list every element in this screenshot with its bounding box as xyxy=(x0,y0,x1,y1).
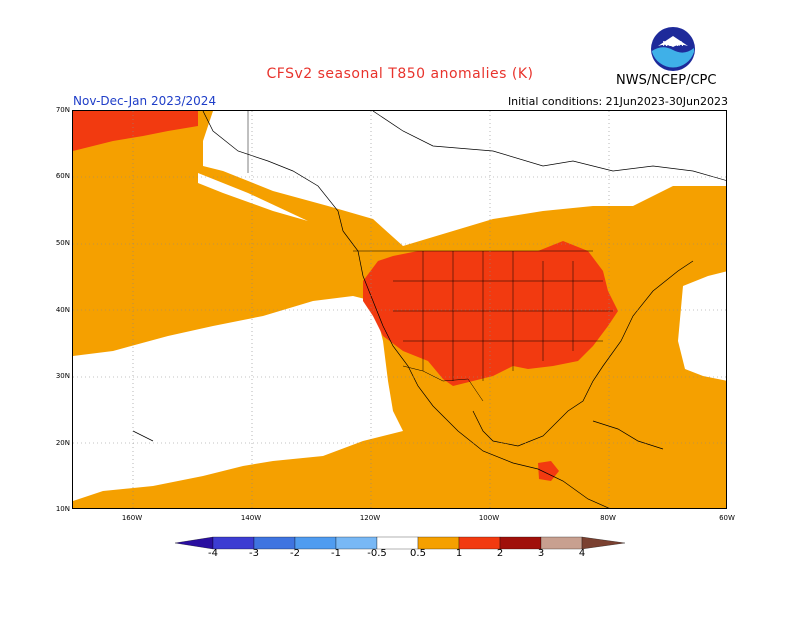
graticule xyxy=(73,111,726,508)
neutral-region-pacific xyxy=(73,296,403,501)
lat-label-40n: 40N xyxy=(55,306,70,314)
colorbar-label-m1: -1 xyxy=(331,548,341,559)
lat-label-10n: 10N xyxy=(55,505,70,513)
colorbar-label-m4: -4 xyxy=(208,548,218,559)
lat-label-30n: 30N xyxy=(55,372,70,380)
anomaly-region-1-2 xyxy=(363,241,618,386)
lon-label-140w: 140W xyxy=(240,514,262,522)
map-panel xyxy=(72,110,727,509)
lon-label-120w: 120W xyxy=(359,514,381,522)
forecast-period: Nov-Dec-Jan 2023/2024 xyxy=(73,94,217,108)
anomaly-region-mexico xyxy=(538,461,559,481)
colorbar-label-m3: -3 xyxy=(249,548,259,559)
coastlines xyxy=(132,111,726,508)
lat-label-50n: 50N xyxy=(55,239,70,247)
anomaly-region-arctic xyxy=(73,111,198,151)
logo-text: NOAA xyxy=(663,41,684,48)
initial-conditions: Initial conditions: 21Jun2023-30Jun2023 xyxy=(507,95,728,108)
neutral-region-atlantic xyxy=(678,271,726,381)
lon-label-60w: 60W xyxy=(719,514,735,522)
lon-label-80w: 80W xyxy=(600,514,616,522)
noaa-logo: NOAA xyxy=(651,27,695,71)
colorbar xyxy=(175,536,625,550)
lat-label-70n: 70N xyxy=(55,106,70,114)
agency-label: NWS/NCEP/CPC xyxy=(616,73,717,88)
borders xyxy=(247,111,613,402)
map-title: CFSv2 seasonal T850 anomalies (K) xyxy=(266,66,534,82)
anomaly-map xyxy=(73,111,726,508)
colorbar-cell-above-p4 xyxy=(581,536,625,550)
lon-label-160w: 160W xyxy=(121,514,143,522)
colorbar-label-p3: 3 xyxy=(537,548,545,559)
colorbar-label-m05: -0.5 xyxy=(367,548,387,559)
colorbar-label-p05: 0.5 xyxy=(410,548,426,559)
lat-label-20n: 20N xyxy=(55,439,70,447)
neutral-region-north-pacific xyxy=(198,173,308,221)
colorbar-label-p2: 2 xyxy=(496,548,504,559)
colorbar-label-p4: 4 xyxy=(578,548,586,559)
colorbar-label-p1: 1 xyxy=(455,548,463,559)
neutral-region-north xyxy=(203,111,726,246)
colorbar-label-m2: -2 xyxy=(290,548,300,559)
lon-label-100w: 100W xyxy=(478,514,500,522)
lat-label-60n: 60N xyxy=(55,172,70,180)
